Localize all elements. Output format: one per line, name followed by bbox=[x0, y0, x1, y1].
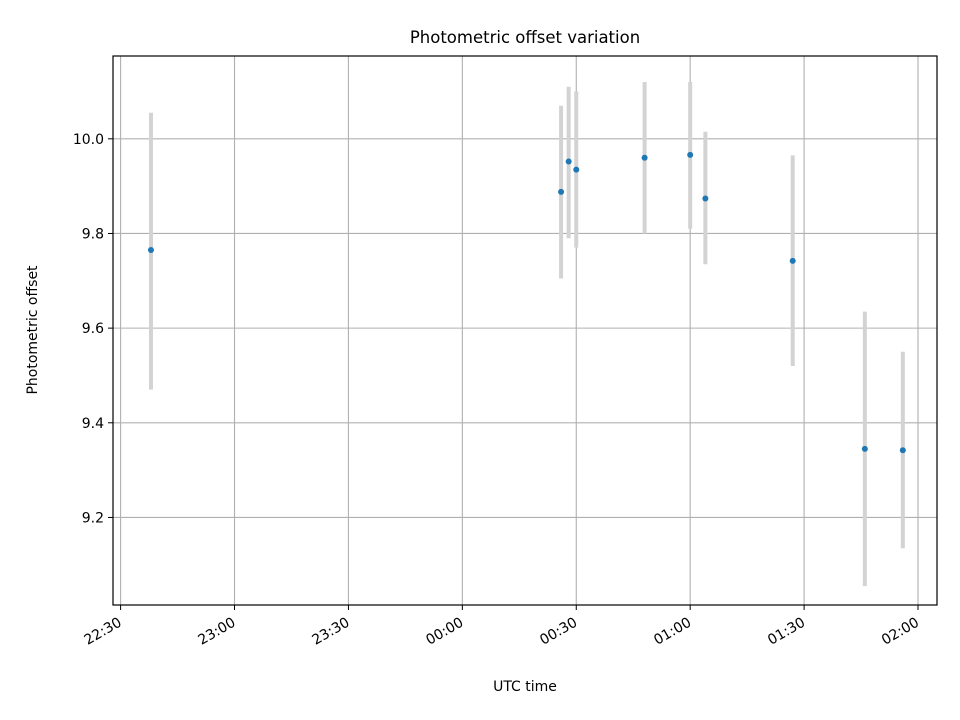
y-axis-label: Photometric offset bbox=[25, 265, 41, 395]
data-point bbox=[861, 445, 868, 452]
data-point bbox=[789, 257, 796, 264]
data-points bbox=[147, 151, 906, 454]
data-point bbox=[558, 188, 565, 195]
data-point bbox=[565, 158, 572, 165]
y-tick-label: 9.4 bbox=[82, 416, 104, 432]
data-point bbox=[702, 195, 709, 202]
y-tick-label: 9.8 bbox=[82, 226, 104, 242]
data-point bbox=[147, 247, 154, 254]
y-tick-label: 10.0 bbox=[73, 132, 104, 148]
axes-frame bbox=[112, 55, 938, 606]
data-point bbox=[899, 447, 906, 454]
y-tick-label: 9.6 bbox=[82, 321, 104, 337]
data-point bbox=[573, 166, 580, 173]
chart-title: Photometric offset variation bbox=[410, 28, 640, 47]
data-point bbox=[641, 154, 648, 161]
data-point bbox=[687, 151, 694, 158]
y-tick-label: 9.2 bbox=[82, 510, 104, 526]
x-axis-label: UTC time bbox=[493, 679, 557, 695]
